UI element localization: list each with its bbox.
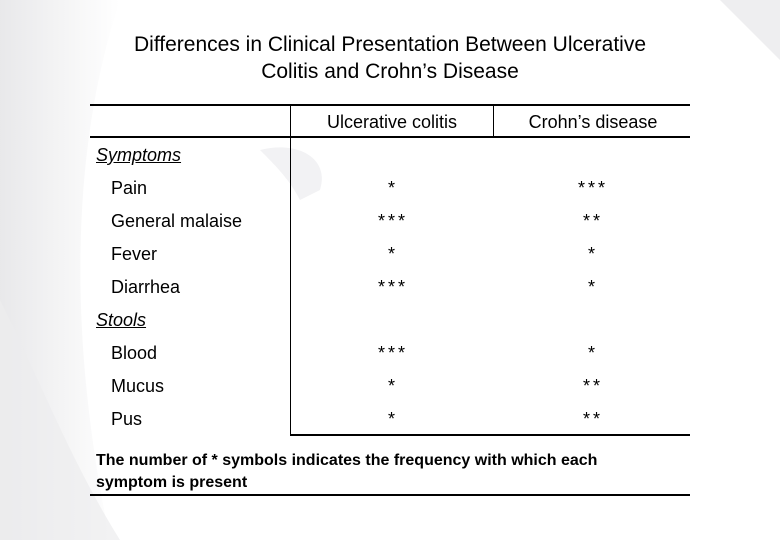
cell-mucus-crohns-disease: ** [582,376,603,396]
row-label-mucus: Mucus [111,376,165,396]
column-header-crohns-disease: Crohn’s disease [528,112,658,132]
cell-general-malaise-ulcerative-colitis: *** [377,211,408,231]
slide-title-line-1: Differences in Clinical Presentation Bet… [133,33,647,56]
row-label-diarrhea: Diarrhea [111,277,181,297]
cell-pus-crohns-disease: ** [582,409,603,429]
footnote-line-2: symptom is present [96,474,248,491]
table-bottom-border [290,434,690,436]
row-label-pain: Pain [111,178,148,198]
cell-pain-crohns-disease: *** [577,178,608,198]
cell-blood-crohns-disease: * [587,343,598,363]
cell-diarrhea-ulcerative-colitis: *** [377,277,408,297]
footnote-bottom-border [90,494,690,496]
cell-fever-crohns-disease: * [587,244,598,264]
row-label-blood: Blood [111,343,158,363]
section-label-symptoms: Symptoms [96,145,182,165]
slide-title-line-2: Colitis and Crohn’s Disease [261,60,519,83]
table-top-border [90,104,690,106]
cell-diarrhea-crohns-disease: * [587,277,598,297]
footnote-line-1: The number of * symbols indicates the fr… [96,452,598,469]
slide-title: Differences in Clinical Presentation Bet… [60,31,720,85]
row-label-pus: Pus [111,409,143,429]
column-divider-middle [493,104,494,137]
cell-mucus-ulcerative-colitis: * [387,376,398,396]
cell-general-malaise-crohns-disease: ** [582,211,603,231]
column-header-ulcerative-colitis: Ulcerative colitis [326,112,458,132]
table-footnote: The number of * symbols indicates the fr… [96,450,696,494]
table-header-border [90,136,690,138]
section-label-stools: Stools [96,310,147,330]
cell-pus-ulcerative-colitis: * [387,409,398,429]
cell-pain-ulcerative-colitis: * [387,178,398,198]
cell-fever-ulcerative-colitis: * [387,244,398,264]
row-label-general-malaise: General malaise [111,211,243,231]
cell-blood-ulcerative-colitis: *** [377,343,408,363]
row-label-fever: Fever [111,244,158,264]
column-divider-left [290,104,291,435]
